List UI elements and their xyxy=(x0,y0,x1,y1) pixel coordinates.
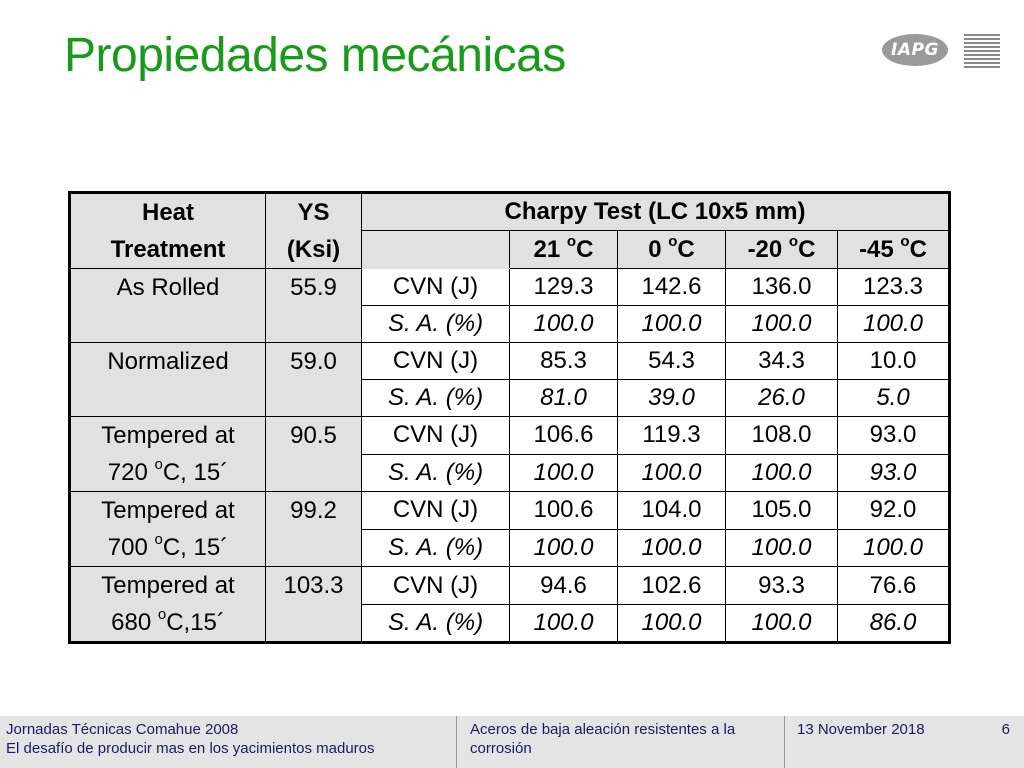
sa-value-cell: 100.0 xyxy=(617,453,726,492)
sa-value-cell: 100.0 xyxy=(509,528,618,567)
sa-value-cell: 100.0 xyxy=(617,305,726,343)
cvn-value-cell: 129.3 xyxy=(509,268,618,306)
heat-treatment-cell: As Rolled xyxy=(69,268,266,343)
cvn-value-cell: 94.6 xyxy=(509,566,618,605)
cvn-label-cell: CVN (J) xyxy=(361,416,510,455)
sa-label-cell: S. A. (%) xyxy=(361,604,510,643)
sa-value-cell: 93.0 xyxy=(837,453,950,492)
ys-cell: 55.9 xyxy=(265,268,362,343)
cvn-value-cell: 136.0 xyxy=(725,268,838,306)
ys-header: YS (Ksi) xyxy=(265,192,362,269)
charpy-header: Charpy Test (LC 10x5 mm) xyxy=(361,192,950,231)
sa-value-cell: 100.0 xyxy=(509,604,618,643)
cvn-value-cell: 34.3 xyxy=(725,342,838,380)
cvn-value-cell: 106.6 xyxy=(509,416,618,455)
sa-value-cell: 39.0 xyxy=(617,379,726,417)
sa-value-cell: 26.0 xyxy=(725,379,838,417)
ys-cell: 103.3 xyxy=(265,566,362,643)
slide-title: Propiedades mecánicas xyxy=(64,29,566,82)
sa-value-cell: 86.0 xyxy=(837,604,950,643)
striped-emblem-icon xyxy=(964,34,1000,68)
cvn-value-cell: 100.6 xyxy=(509,491,618,530)
heat-treatment-cell: Tempered at 720 oC, 15´ xyxy=(69,416,266,492)
table-row: Tempered at 680 oC,15´ 103.3 CVN (J) 94.6 102… xyxy=(69,566,950,643)
table-row: Tempered at 700 oC, 15´ 99.2 CVN (J) 100.6 10… xyxy=(69,491,950,567)
cvn-value-cell: 123.3 xyxy=(837,268,950,306)
table-row: As Rolled 55.9 CVN (J) 129.3 142.6 136.0 123.3 xyxy=(69,268,950,343)
sa-value-cell: 100.0 xyxy=(837,528,950,567)
cvn-value-cell: 85.3 xyxy=(509,342,618,380)
cvn-value-cell: 105.0 xyxy=(725,491,838,530)
cvn-value-cell: 54.3 xyxy=(617,342,726,380)
table-row: S. A. (%) 100.0 100.0 100.0 100.0 xyxy=(70,305,950,343)
sa-label-cell: S. A. (%) xyxy=(361,453,510,492)
slide-footer: Jornadas Técnicas Comahue 2008 El desafí… xyxy=(0,716,1024,768)
sa-value-cell: 100.0 xyxy=(509,453,618,492)
sa-value-cell: 100.0 xyxy=(837,305,950,343)
table-header-row: Heat Treatment YS (Ksi) Charpy Test (LC … xyxy=(69,192,950,269)
cvn-value-cell: 10.0 xyxy=(837,342,950,380)
cvn-value-cell: 93.0 xyxy=(837,416,950,455)
heat-treatment-cell: Tempered at 700 oC, 15´ xyxy=(69,491,266,567)
footer-date: 13 November 2018 xyxy=(797,721,925,738)
sa-value-cell: 100.0 xyxy=(725,453,838,492)
footer-topic: Aceros de baja aleación resistentes a la… xyxy=(470,721,736,757)
sa-value-cell: 100.0 xyxy=(617,528,726,567)
sa-label-cell: S. A. (%) xyxy=(361,305,510,343)
mechanical-properties-table: Heat Treatment YS (Ksi) Charpy Test (LC … xyxy=(68,191,951,644)
footer-page-number: 6 xyxy=(1001,721,1010,738)
table-row: S. A. (%) 100.0 100.0 100.0 100.0 xyxy=(70,528,950,567)
cvn-label-cell: CVN (J) xyxy=(361,491,510,530)
table-row: S. A. (%) 100.0 100.0 100.0 86.0 xyxy=(70,604,950,643)
cvn-value-cell: 93.3 xyxy=(725,566,838,605)
temp-minus20-header: -20 oC xyxy=(725,230,838,269)
sa-value-cell: 100.0 xyxy=(725,528,838,567)
sa-value-cell: 100.0 xyxy=(725,604,838,643)
ys-cell: 99.2 xyxy=(265,491,362,567)
sa-label-cell: S. A. (%) xyxy=(361,379,510,417)
ys-cell: 59.0 xyxy=(265,342,362,417)
temp-21-header: 21 oC xyxy=(509,230,618,269)
footer-divider xyxy=(456,716,457,768)
cvn-value-cell: 119.3 xyxy=(617,416,726,455)
temp-0-header: 0 oC xyxy=(617,230,726,269)
sa-value-cell: 100.0 xyxy=(617,604,726,643)
ys-cell: 90.5 xyxy=(265,416,362,492)
cvn-label-cell: CVN (J) xyxy=(361,268,510,306)
sa-value-cell: 100.0 xyxy=(509,305,618,343)
table-row: Tempered at 720 oC, 15´ 90.5 CVN (J) 106.6 11… xyxy=(69,416,950,492)
cvn-label-cell: CVN (J) xyxy=(361,342,510,380)
sa-value-cell: 81.0 xyxy=(509,379,618,417)
iapg-logo: IAPG xyxy=(882,34,948,66)
table-row: Normalized 59.0 CVN (J) 85.3 54.3 34.3 10.0 xyxy=(69,342,950,417)
temperature-header-row: 21 oC 0 oC -20 oC -45 oC xyxy=(70,230,950,269)
heat-treatment-cell: Normalized xyxy=(69,342,266,417)
footer-event: Jornadas Técnicas Comahue 2008 El desafí… xyxy=(6,721,375,757)
cvn-label-cell: CVN (J) xyxy=(361,566,510,605)
cvn-value-cell: 104.0 xyxy=(617,491,726,530)
heat-treatment-header: Heat Treatment xyxy=(69,192,266,269)
table-row: S. A. (%) 81.0 39.0 26.0 5.0 xyxy=(70,379,950,417)
table-row: S. A. (%) 100.0 100.0 100.0 93.0 xyxy=(70,453,950,492)
sa-value-cell: 5.0 xyxy=(837,379,950,417)
footer-divider xyxy=(784,716,785,768)
sa-label-cell: S. A. (%) xyxy=(361,528,510,567)
cvn-value-cell: 76.6 xyxy=(837,566,950,605)
cvn-value-cell: 142.6 xyxy=(617,268,726,306)
cvn-value-cell: 108.0 xyxy=(725,416,838,455)
temp-minus45-header: -45 oC xyxy=(837,230,950,269)
heat-treatment-cell: Tempered at 680 oC,15´ xyxy=(69,566,266,643)
cvn-value-cell: 92.0 xyxy=(837,491,950,530)
charpy-label-spacer xyxy=(361,230,510,269)
sa-value-cell: 100.0 xyxy=(725,305,838,343)
cvn-value-cell: 102.6 xyxy=(617,566,726,605)
